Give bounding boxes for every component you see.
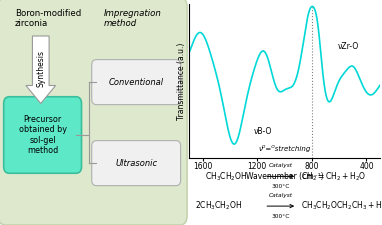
FancyBboxPatch shape [4,97,81,173]
Text: $\mathsf{CH_3CH_2OH}$: $\mathsf{CH_3CH_2OH}$ [204,170,247,183]
Y-axis label: Transmittance (a.u.): Transmittance (a.u.) [177,42,186,120]
Text: Conventional: Conventional [108,78,164,87]
Text: Catalyst: Catalyst [269,193,293,198]
FancyArrow shape [26,36,56,104]
Text: Synthesis: Synthesis [36,50,45,87]
Text: Boron-modified
zirconia: Boron-modified zirconia [15,9,81,28]
Text: 300°C: 300°C [272,214,290,219]
X-axis label: Wavenumber (cm⁻¹): Wavenumber (cm⁻¹) [246,172,324,181]
Text: Catalyst: Catalyst [269,163,293,168]
FancyBboxPatch shape [92,141,181,186]
Text: νB-O: νB-O [254,127,272,136]
Text: νZr-O: νZr-O [338,42,359,51]
Text: $\mathsf{CH_3CH_2OCH_2CH_3 + H_2O}$: $\mathsf{CH_3CH_2OCH_2CH_3 + H_2O}$ [301,200,382,212]
Text: Impregnation
method: Impregnation method [104,9,162,28]
Text: $\mathsf{CH_2=CH_2 + H_2O}$: $\mathsf{CH_2=CH_2 + H_2O}$ [301,170,366,183]
FancyBboxPatch shape [0,0,187,225]
Text: $\mathsf{2CH_3CH_2OH}$: $\mathsf{2CH_3CH_2OH}$ [195,200,242,212]
FancyBboxPatch shape [92,60,181,105]
Text: 300°C: 300°C [272,184,290,189]
Text: Precursor
obtained by
sol-gel
method: Precursor obtained by sol-gel method [19,115,66,155]
Text: Ultrasonic: Ultrasonic [115,159,157,168]
Text: νᴼ=ᴼstretching: νᴼ=ᴼstretching [258,145,311,152]
